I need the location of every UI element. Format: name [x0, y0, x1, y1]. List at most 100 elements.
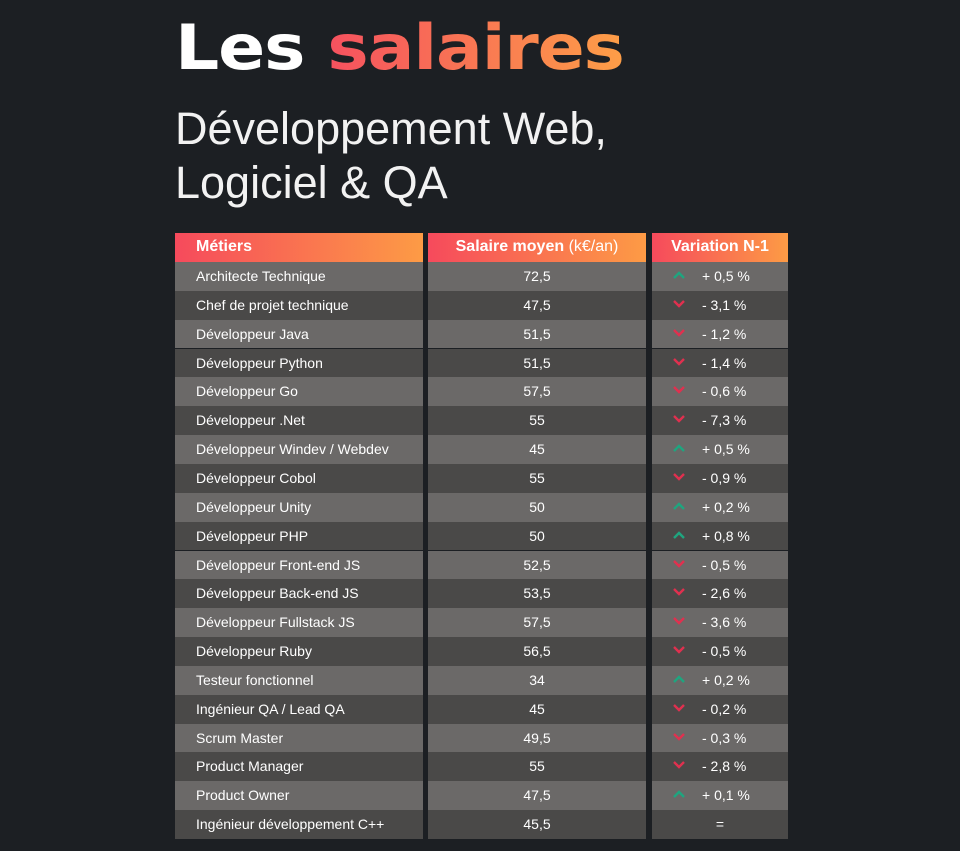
variation-value: - 1,2 % [702, 325, 747, 342]
job-cell: Développeur Windev / Webdev [175, 435, 423, 464]
salary-cell: 50 [428, 521, 646, 551]
trend-up-icon [673, 530, 685, 539]
variation-value: - 1,4 % [702, 354, 747, 371]
variation-cell: - 7,3 % [652, 406, 788, 436]
job-cell: Product Owner [175, 781, 423, 811]
variation-value: + 0,5 % [702, 441, 750, 458]
job-cell: Développeur Front-end JS [175, 550, 423, 580]
table-row: Chef de projet technique 47,5 - 3,1 % [175, 290, 788, 320]
table-row: Développeur Python 51,5 - 1,4 % [175, 348, 788, 378]
table-row: Ingénieur développement C++ 45,5 = [175, 810, 788, 839]
salary-cell: 51,5 [428, 319, 646, 349]
trend-down-icon [673, 761, 685, 770]
trend-down-icon [673, 559, 685, 568]
variation-value: - 3,1 % [702, 296, 747, 313]
trend-down-icon [673, 328, 685, 337]
header-salary-unit: (k€/an) [568, 238, 619, 255]
table-row: Développeur Ruby 56,5 - 0,5 % [175, 637, 788, 666]
salary-cell: 55 [428, 406, 646, 436]
variation-value: - 2,6 % [702, 585, 747, 602]
trend-down-icon [673, 732, 685, 741]
salary-cell: 47,5 [428, 290, 646, 320]
job-cell: Ingénieur QA / Lead QA [175, 694, 423, 724]
variation-value: - 0,6 % [702, 383, 747, 400]
job-cell: Développeur Go [175, 377, 423, 407]
variation-cell: + 0,8 % [652, 521, 788, 551]
job-cell: Développeur PHP [175, 521, 423, 551]
salary-cell: 45,5 [428, 810, 646, 839]
trend-down-icon [673, 357, 685, 366]
job-cell: Développeur Unity [175, 492, 423, 522]
variation-value: - 0,5 % [702, 556, 747, 573]
variation-cell: - 0,5 % [652, 550, 788, 580]
variation-value: - 3,6 % [702, 614, 747, 631]
job-cell: Chef de projet technique [175, 290, 423, 320]
job-cell: Développeur Cobol [175, 463, 423, 493]
trend-down-icon [673, 386, 685, 395]
header-variation-label: Variation N-1 [671, 238, 769, 255]
header-job: Métiers [175, 233, 423, 262]
variation-value: + 0,2 % [702, 671, 750, 688]
salary-cell: 49,5 [428, 723, 646, 753]
job-cell: Scrum Master [175, 723, 423, 753]
salary-cell: 57,5 [428, 377, 646, 407]
table-row: Développeur Back-end JS 53,5 - 2,6 % [175, 579, 788, 609]
trend-up-icon [673, 790, 685, 799]
table-row: Développeur .Net 55 - 7,3 % [175, 406, 788, 436]
salary-cell: 55 [428, 752, 646, 782]
job-cell: Développeur Fullstack JS [175, 608, 423, 637]
salary-cell: 52,5 [428, 550, 646, 580]
salary-cell: 34 [428, 665, 646, 695]
header-variation: Variation N-1 [652, 233, 788, 262]
table-row: Ingénieur QA / Lead QA 45 - 0,2 % [175, 694, 788, 724]
table-row: Développeur PHP 50 + 0,8 % [175, 521, 788, 551]
variation-value: - 0,5 % [702, 643, 747, 660]
variation-cell: - 2,6 % [652, 579, 788, 609]
trend-down-icon [673, 617, 685, 625]
trend-down-icon [673, 473, 685, 481]
title-part-2: salaires [327, 11, 624, 84]
variation-value: = [715, 816, 725, 833]
table-row: Développeur Windev / Webdev 45 + 0,5 % [175, 435, 788, 464]
title-part-1: Les [175, 11, 305, 84]
subtitle-line-1: Développement Web, [175, 103, 607, 154]
page-title: Les salaires [175, 8, 625, 88]
variation-value: + 0,8 % [702, 527, 750, 544]
salary-cell: 53,5 [428, 579, 646, 609]
table-row: Développeur Front-end JS 52,5 - 0,5 % [175, 550, 788, 580]
variation-cell: - 0,2 % [652, 694, 788, 724]
salary-cell: 47,5 [428, 781, 646, 811]
variation-value: + 0,2 % [702, 498, 750, 515]
header-salary: Salaire moyen (k€/an) [428, 233, 646, 262]
variation-value: - 0,9 % [702, 469, 747, 486]
table-row: Scrum Master 49,5 - 0,3 % [175, 723, 788, 753]
table-row: Développeur Cobol 55 - 0,9 % [175, 463, 788, 493]
salary-cell: 50 [428, 492, 646, 522]
trend-down-icon [673, 299, 685, 308]
trend-up-icon [673, 502, 685, 510]
variation-cell: - 0,3 % [652, 723, 788, 753]
salary-cell: 57,5 [428, 608, 646, 637]
header-job-label: Métiers [196, 238, 253, 255]
variation-value: - 2,8 % [702, 758, 747, 775]
variation-value: - 0,2 % [702, 700, 747, 717]
variation-cell: - 3,1 % [652, 290, 788, 320]
variation-cell: = [652, 810, 788, 839]
variation-cell: - 0,9 % [652, 463, 788, 493]
table-row: Développeur Go 57,5 - 0,6 % [175, 377, 788, 407]
variation-value: - 7,3 % [702, 412, 747, 429]
salary-cell: 55 [428, 463, 646, 493]
salary-cell: 45 [428, 694, 646, 724]
job-cell: Ingénieur développement C++ [175, 810, 423, 839]
table-row: Développeur Unity 50 + 0,2 % [175, 492, 788, 522]
variation-cell: - 0,6 % [652, 377, 788, 407]
trend-down-icon [673, 703, 685, 712]
variation-cell: - 3,6 % [652, 608, 788, 637]
table-row: Développeur Fullstack JS 57,5 - 3,6 % [175, 608, 788, 637]
salary-cell: 45 [428, 435, 646, 464]
job-cell: Testeur fonctionnel [175, 665, 423, 695]
job-cell: Product Manager [175, 752, 423, 782]
variation-value: - 0,3 % [702, 729, 747, 746]
subtitle-line-2: Logiciel & QA [175, 157, 448, 208]
trend-up-icon [673, 271, 685, 279]
